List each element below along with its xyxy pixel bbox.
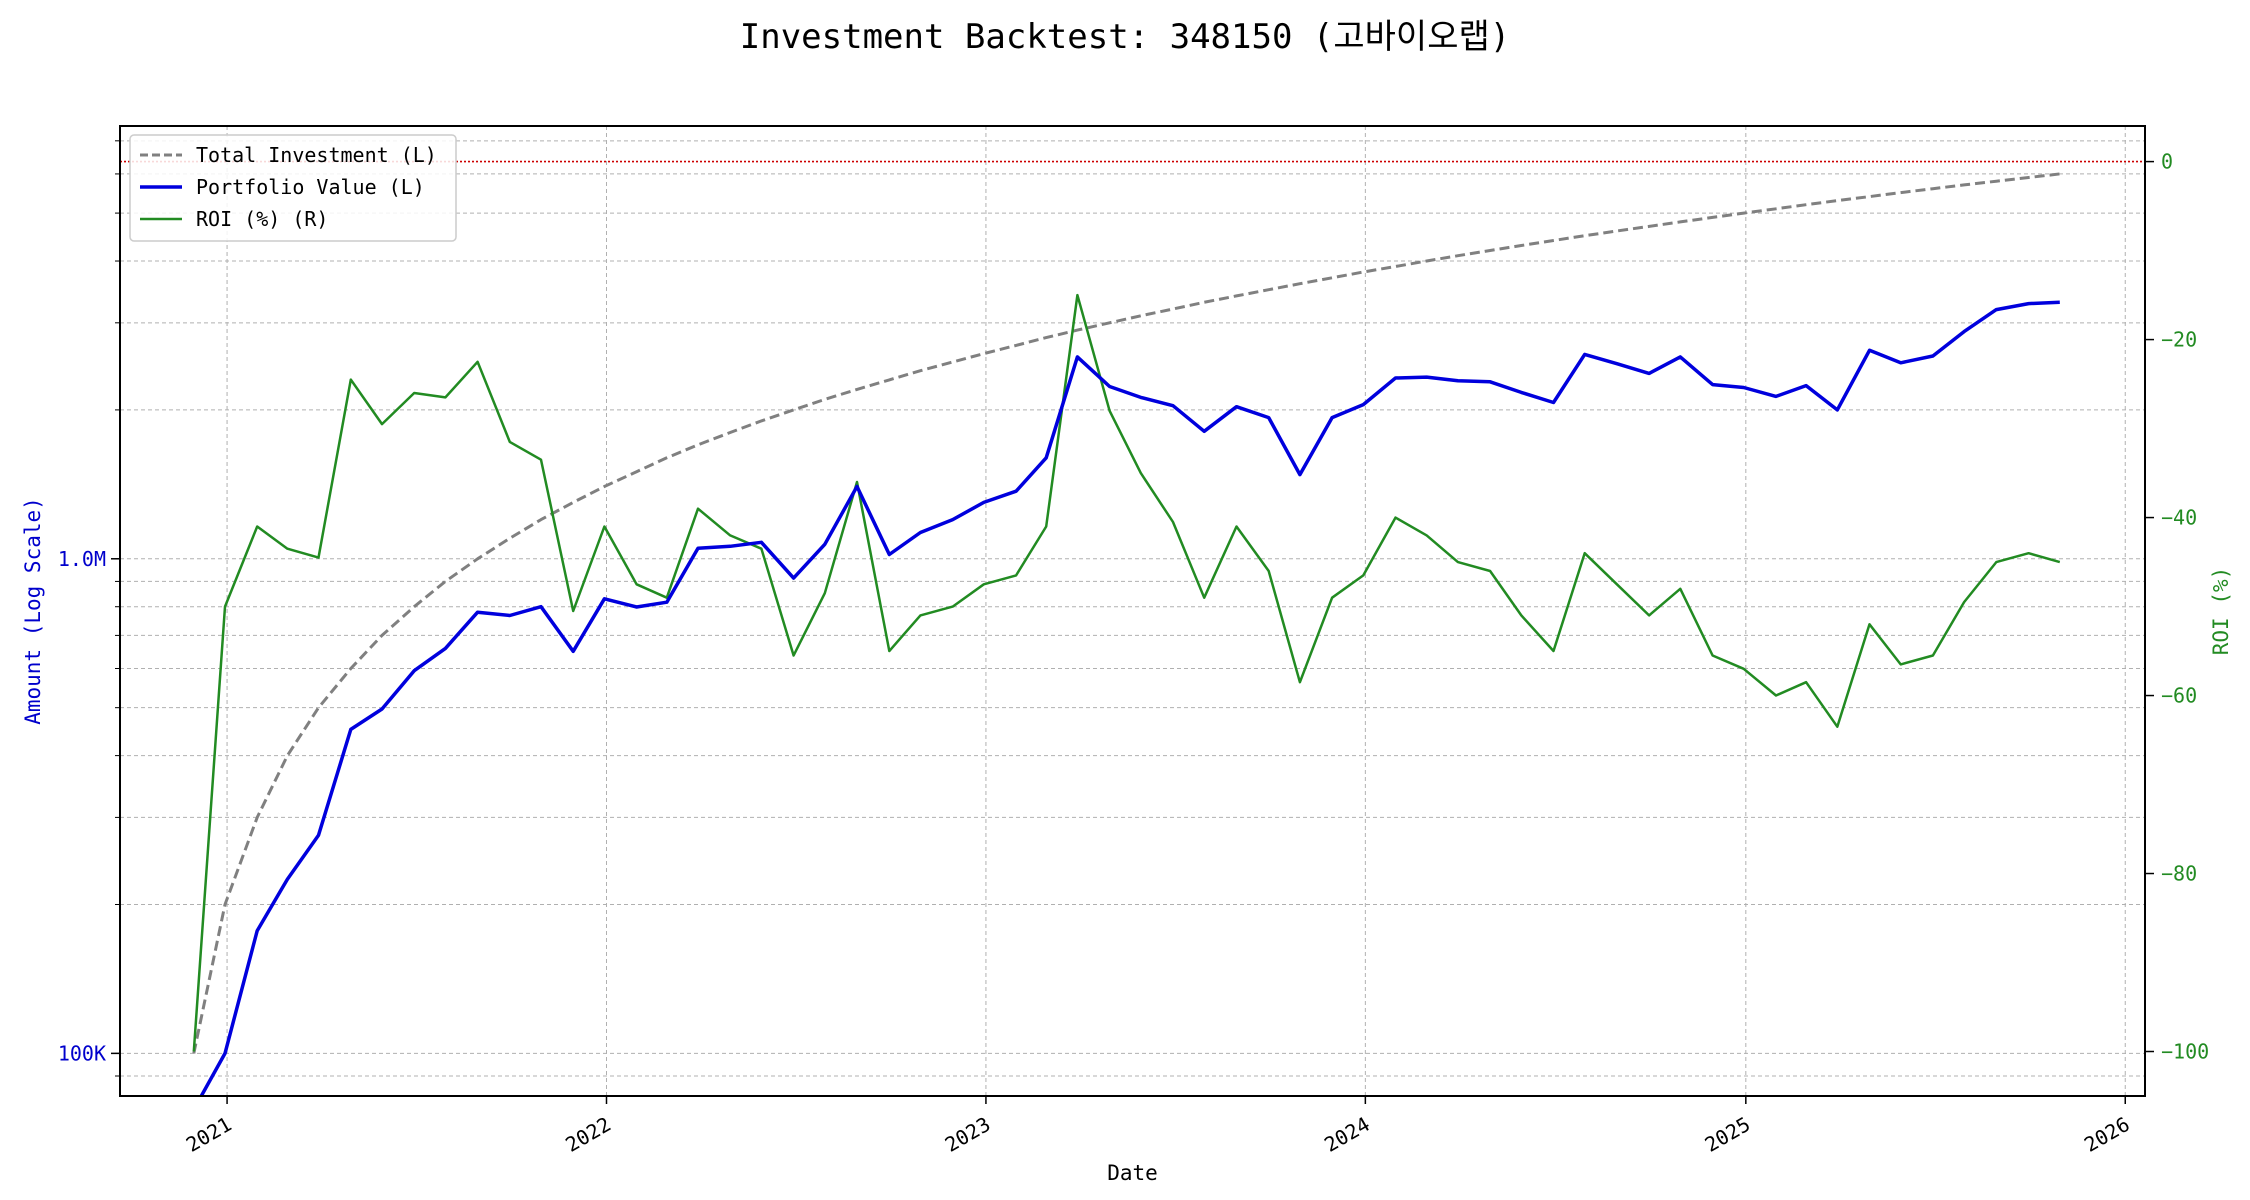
series-lines [192, 172, 2061, 1096]
right-tick-label: −60 [2161, 684, 2197, 708]
series-line-portfolio-value-l [199, 300, 2060, 1096]
x-tick-label: 2025 [1701, 1112, 1755, 1157]
x-tick-label: 2023 [941, 1112, 995, 1157]
right-tick-label: 0 [2161, 150, 2173, 174]
grid-lines [120, 126, 2145, 1096]
left-y-axis-label: Amount (Log Scale) [21, 497, 45, 725]
right-tick-label: −20 [2161, 328, 2197, 352]
legend-box [129, 134, 457, 242]
x-tick-label: 2022 [561, 1112, 615, 1157]
legend-label: Portfolio Value (L) [196, 175, 425, 199]
left-tick-label: 1.0M [58, 547, 106, 571]
series-line-total-investment-l [192, 172, 2060, 1054]
right-tick-label: −80 [2161, 862, 2197, 886]
plot-frame [119, 125, 2146, 1097]
x-axis-label: Date [1107, 1161, 1158, 1185]
x-tick-label: 2024 [1320, 1112, 1374, 1157]
left-tick-label: 100K [58, 1041, 106, 1065]
right-tick-label: −100 [2161, 1040, 2209, 1064]
legend-label: Total Investment (L) [196, 143, 437, 167]
series-line-roi-r [192, 293, 2061, 1052]
x-tick-label: 2021 [182, 1112, 236, 1157]
axis-ticks: 2021 2022 2023 2024 2025 2026 100K 1.0M 0 −20 −40 −… [58, 140, 2209, 1157]
chart-title: Investment Backtest: 348150 (고바이오랩) [740, 17, 1511, 57]
legend: Total Investment (L) Portfolio Value (L) R… [129, 134, 457, 242]
right-tick-label: −40 [2161, 506, 2197, 530]
legend-label: ROI (%) (R) [196, 207, 328, 231]
right-y-axis-label: ROI (%) [2209, 567, 2233, 656]
x-tick-label: 2026 [2080, 1112, 2134, 1157]
